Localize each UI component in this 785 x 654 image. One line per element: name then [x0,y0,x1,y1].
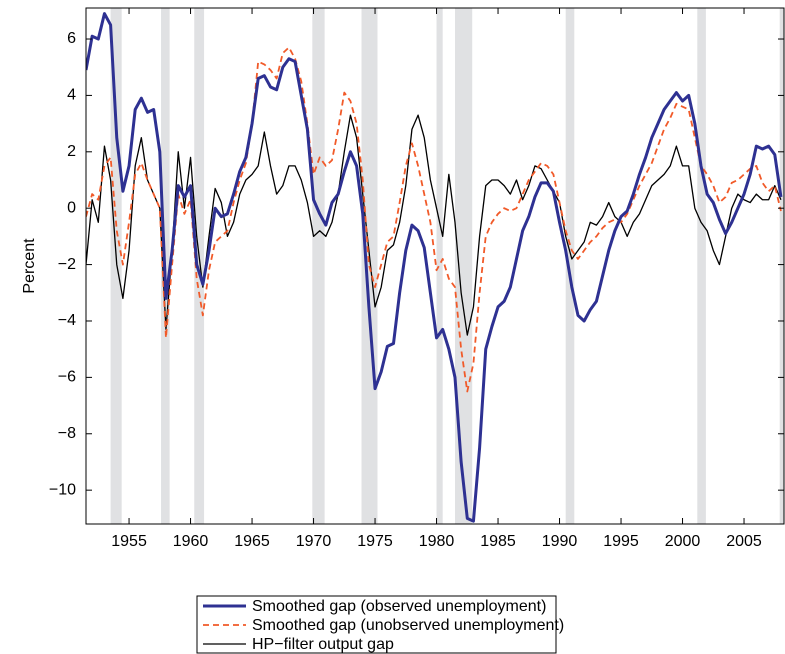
shaded-period [697,8,706,524]
x-tick-label: 2005 [726,533,762,550]
legend-box [196,595,557,654]
shaded-period [194,8,205,524]
y-tick-label: −10 [49,481,76,498]
y-tick-label: −6 [58,369,76,386]
y-tick-label: −8 [58,425,76,442]
x-tick-label: 1985 [480,533,516,550]
y-tick-label: 4 [67,87,76,104]
x-tick-label: 1960 [173,533,209,550]
x-tick-label: 1965 [234,533,270,550]
y-axis-label: Percent [21,238,38,294]
y-tick-label: −4 [58,312,76,329]
legend-label: Smoothed gap (observed unemployment) [252,598,546,615]
x-tick-label: 1980 [419,533,455,550]
x-tick-label: 1995 [603,533,639,550]
y-tick-label: −2 [58,256,76,273]
y-tick-label: 6 [67,30,76,47]
lines [86,12,783,523]
x-tick-label: 2000 [665,533,701,550]
series-line [86,114,782,336]
y-tick-label: 0 [67,199,76,216]
shaded-period [565,8,575,524]
series-line [86,12,783,523]
series-line [86,46,782,393]
legend: Smoothed gap (observed unemployment) Smoo… [196,595,564,654]
y-tick-label: 2 [67,143,76,160]
axes: −10 −8 −6 −4 −2 0 2 4 6 1955 1960 1965 1970 1975 1980 1… [49,8,784,550]
shaded-period [110,8,122,524]
x-tick-label: 1990 [542,533,578,550]
shaded-period [436,8,443,524]
plot-frame [85,7,785,525]
x-tick-label: 1970 [296,533,332,550]
x-tick-label: 1955 [111,533,147,550]
shaded-periods [110,8,784,524]
legend-label: Smoothed gap (unobserved unemployment) [252,617,564,634]
shaded-period [312,8,325,524]
shaded-period [454,8,473,524]
legend-label: HP−filter output gap [252,636,394,653]
x-tick-label: 1975 [357,533,393,550]
shaded-period [779,8,784,524]
